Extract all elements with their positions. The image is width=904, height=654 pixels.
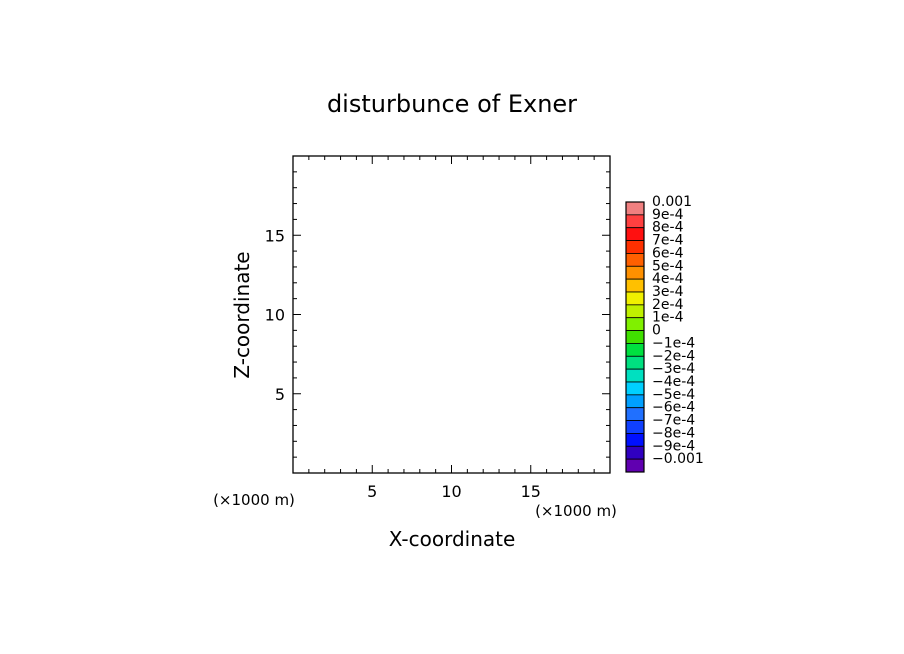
colorbar-swatch: [625, 227, 645, 241]
colorbar-label: −9e-4: [652, 438, 695, 454]
colorbar-label: 2e-4: [652, 297, 684, 313]
colorbar-swatch: [625, 445, 645, 460]
colorbar-swatch: [625, 458, 645, 473]
x-axis-tick-labels: 5 10 15: [367, 482, 541, 501]
colorbar-frame: [625, 201, 645, 473]
colorbar-label: −8e-4: [652, 425, 695, 441]
colorbar-label: −3e-4: [652, 361, 695, 377]
colorbar-label: −1e-4: [652, 335, 695, 351]
colorbar-swatch: [625, 355, 645, 370]
colorbar-swatch: [625, 317, 645, 331]
colorbar-swatch: [625, 201, 645, 216]
chart-title: disturbunce of Exner: [327, 90, 577, 118]
colorbar-label: −6e-4: [652, 400, 695, 416]
colorbar-swatch: [625, 343, 645, 357]
y-tick-label: 5: [275, 385, 285, 404]
x-unit-label-right: (×1000 m): [535, 502, 617, 520]
colorbar-label: −0.001: [652, 451, 704, 467]
y-axis-label: Z-coordinate: [230, 251, 254, 378]
colorbar-label: −4e-4: [652, 374, 695, 390]
colorbar-label: −2e-4: [652, 348, 695, 364]
x-axis-ticks: [308, 156, 595, 473]
colorbar-swatch: [625, 291, 645, 306]
colorbar-swatch: [625, 214, 645, 229]
colorbar-label: −7e-4: [652, 413, 695, 429]
x-tick-label: 10: [441, 482, 461, 501]
colorbar-label: 5e-4: [652, 258, 684, 274]
plot-frame: [292, 155, 611, 474]
colorbar-swatch: [625, 253, 645, 267]
x-tick-label: 5: [367, 482, 377, 501]
colorbar-label: 9e-4: [652, 207, 684, 223]
y-tick-label: 15: [265, 226, 285, 245]
colorbar-swatch: [625, 381, 645, 396]
colorbar-swatch: [625, 240, 645, 254]
colorbar-swatch: [625, 265, 645, 280]
colorbar-swatch: [625, 368, 645, 383]
colorbar-label: 7e-4: [652, 233, 684, 249]
colorbar-swatch: [625, 330, 645, 344]
colorbar-label: 0.001: [652, 194, 692, 210]
x-tick-label: 15: [521, 482, 541, 501]
y-tick-label: 10: [265, 306, 285, 325]
y-axis-tick-labels: 5 10 15: [265, 226, 285, 404]
colorbar-swatch: [625, 433, 645, 447]
colorbar-swatch: [625, 278, 645, 293]
colorbar-label: 6e-4: [652, 245, 684, 261]
colorbar-swatch: [625, 304, 645, 319]
colorbar-swatch: [625, 407, 645, 421]
colorbar-swatch: [625, 394, 645, 409]
colorbar-label: 3e-4: [652, 284, 684, 300]
colorbar: [625, 201, 645, 473]
colorbar-label: 4e-4: [652, 271, 684, 287]
colorbar-label: 1e-4: [652, 310, 684, 326]
colorbar-labels: 0.0019e-48e-47e-46e-45e-44e-43e-42e-41e-…: [652, 194, 704, 467]
x-unit-label-left: (×1000 m): [213, 491, 295, 509]
x-axis-label: X-coordinate: [389, 527, 516, 551]
colorbar-swatch: [625, 420, 645, 434]
y-axis-ticks: [293, 171, 610, 458]
colorbar-label: 8e-4: [652, 220, 684, 236]
colorbar-label: −5e-4: [652, 387, 695, 403]
colorbar-label: 0: [652, 323, 661, 339]
